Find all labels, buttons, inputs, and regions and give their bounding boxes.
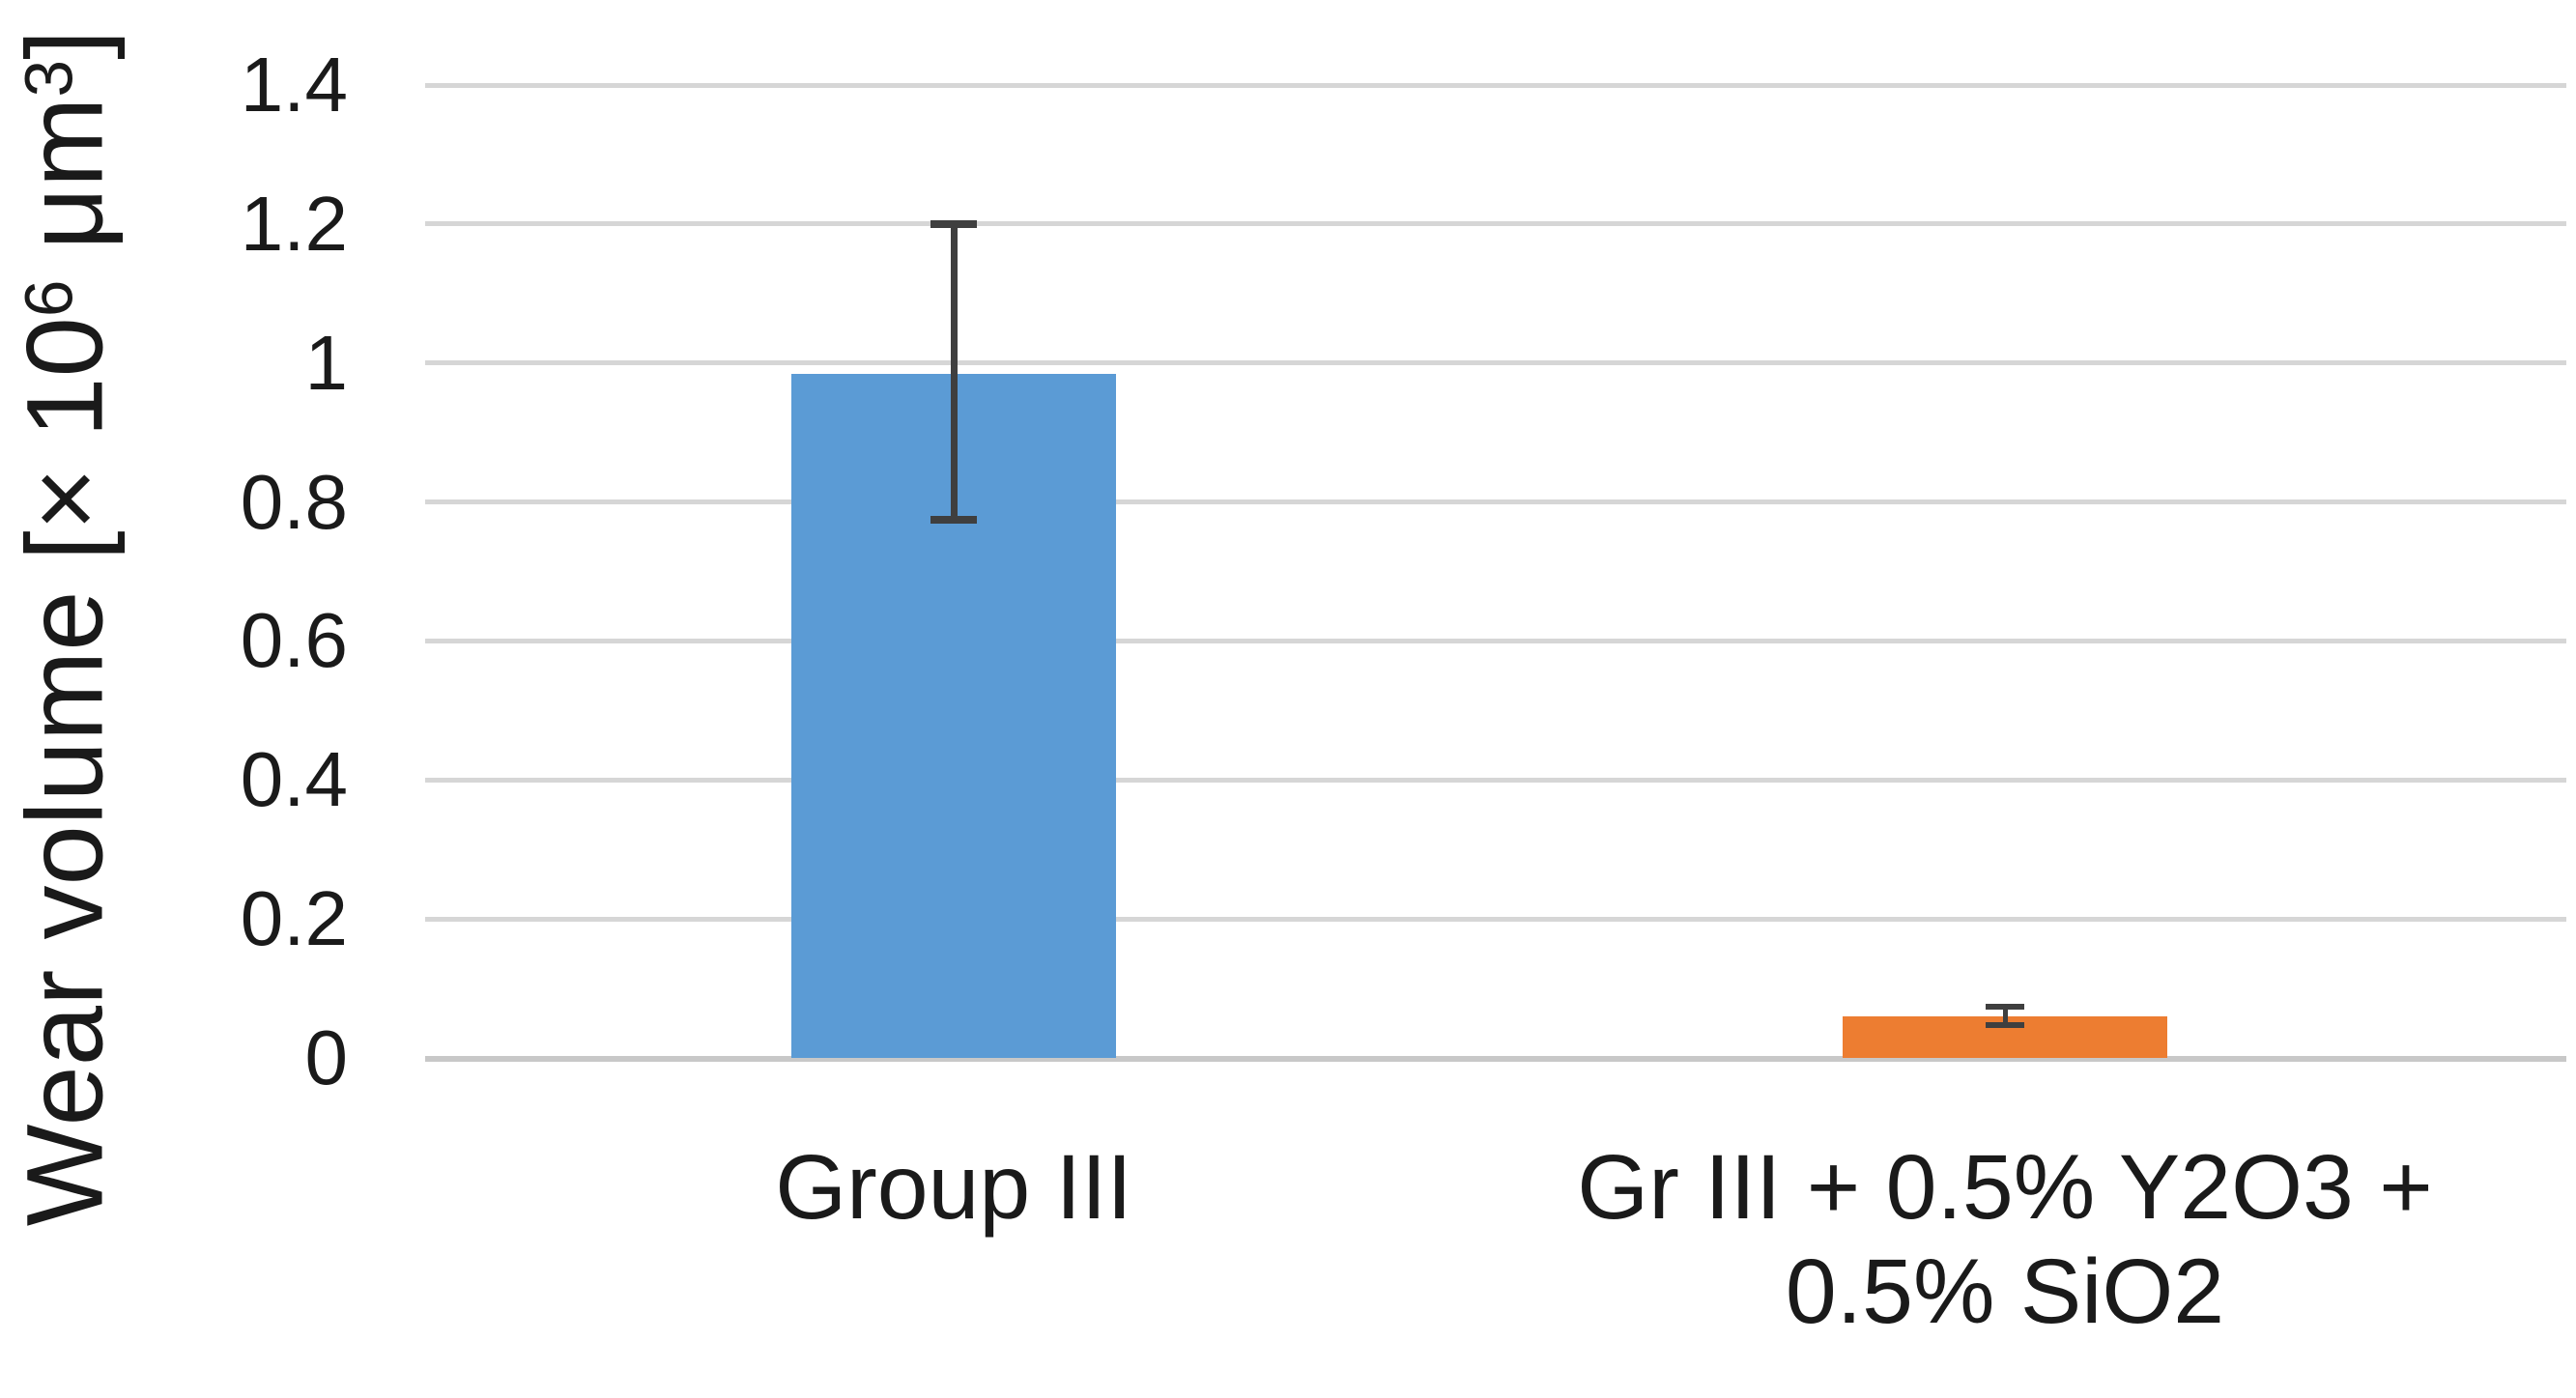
y-tick-label: 0.4: [240, 736, 348, 823]
error-bar-line: [2002, 1007, 2008, 1026]
gridline: [425, 82, 2566, 88]
y-tick-label: 1.2: [240, 180, 348, 267]
error-bar-line: [950, 223, 958, 520]
gridline: [425, 638, 2566, 643]
category-label: Group III: [775, 1136, 1132, 1239]
gridline: [425, 916, 2566, 922]
y-tick-label: 0: [304, 1014, 349, 1100]
error-bar-cap: [930, 219, 977, 228]
x-axis-line: [425, 1055, 2566, 1062]
gridline: [425, 360, 2566, 366]
y-axis-title-superscript-6: 6: [11, 279, 87, 318]
category-label: Gr III + 0.5% Y2O3 + 0.5% SiO2: [1577, 1136, 2433, 1343]
y-tick-label: 0.6: [240, 597, 348, 684]
gridline: [425, 221, 2566, 227]
error-bar-cap: [1986, 1022, 2024, 1029]
gridline: [425, 499, 2566, 505]
y-tick-label: 0.2: [240, 875, 348, 962]
error-bar-cap: [930, 515, 977, 524]
y-tick-label: 0.8: [240, 458, 348, 545]
error-bar-cap: [1986, 1004, 2024, 1011]
y-tick-label: 1.4: [240, 42, 348, 128]
gridline: [425, 777, 2566, 783]
y-tick-label: 1: [304, 319, 349, 406]
